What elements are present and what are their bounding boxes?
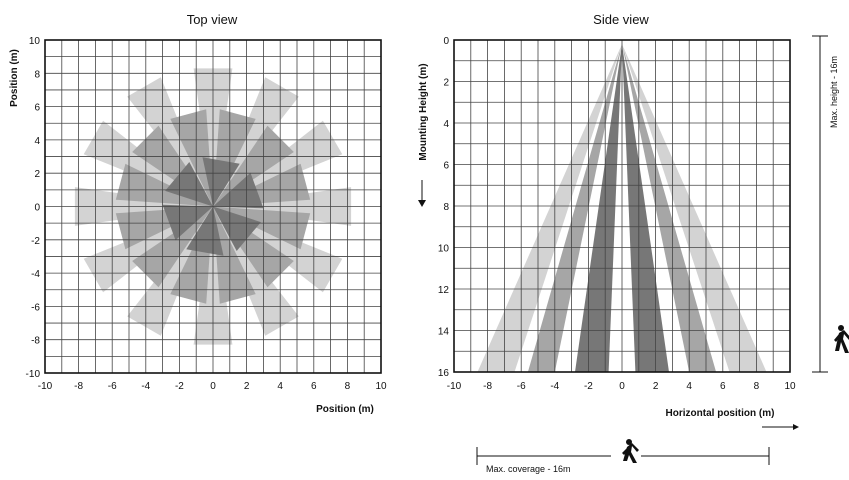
top-view-wedge-light: [127, 206, 213, 336]
top-view-y-tick: -8: [31, 336, 40, 347]
top-view-y-tick: -6: [31, 302, 40, 313]
side-view-beams: [477, 44, 767, 372]
top-view-x-tick: -8: [74, 381, 83, 392]
down-arrow-icon: [418, 180, 426, 207]
top-view-x-tick: -6: [108, 381, 117, 392]
side-view-beam-mid: [622, 44, 717, 372]
top-view-wedge-mid: [213, 206, 256, 304]
top-view-wedge-mid: [213, 125, 294, 207]
side-view-grid: [453, 39, 791, 373]
side-view-y-tick: 16: [438, 368, 450, 379]
top-view-y-axis-label: Position (m): [9, 49, 20, 107]
top-view-x-tick: 2: [244, 381, 250, 392]
top-view-y-tick: -4: [31, 269, 40, 280]
side-view-x-axis-label: Horizontal position (m): [666, 408, 775, 419]
top-view-y-tick: 0: [34, 203, 40, 214]
side-view-beam-dark: [622, 44, 669, 372]
side-view-beam-light: [622, 44, 767, 372]
top-view-x-tick: 8: [345, 381, 351, 392]
top-view-wedge-mid: [132, 206, 213, 288]
side-view-x-tick: -8: [483, 381, 492, 392]
top-view-y-tick: 4: [34, 136, 40, 147]
side-view-y-tick: 10: [438, 244, 450, 255]
side-view-y-tick: 14: [438, 327, 450, 338]
top-view-wedge-light: [213, 77, 299, 207]
side-view-x-ticks: -10 -8 -6 -4 -2 0 2 4 6 8 10: [447, 381, 796, 392]
top-view-wedge-mid: [170, 109, 213, 207]
top-view-x-tick: 10: [375, 381, 387, 392]
max-height-dimension: Max. height - 16m: [812, 35, 839, 373]
top-view-wedge-dark: [213, 172, 264, 209]
side-view-x-tick: -10: [447, 381, 462, 392]
top-view-wedge-dark: [186, 206, 224, 256]
walking-person-icon: [834, 325, 849, 353]
side-view-beam-light: [477, 44, 622, 372]
top-view-x-tick: 4: [277, 381, 283, 392]
max-coverage-dimension: Max. coverage - 16m: [476, 447, 770, 474]
right-arrow-icon: [762, 424, 799, 430]
max-coverage-label: Max. coverage - 16m: [486, 464, 571, 474]
side-view-x-tick: 6: [720, 381, 726, 392]
max-height-label: Max. height - 16m: [829, 56, 839, 128]
top-view-wedge-dark: [162, 204, 213, 241]
side-view-y-tick: 4: [443, 119, 449, 130]
top-view-y-tick: 2: [34, 169, 40, 180]
top-view-wedge-dark: [165, 162, 213, 207]
top-view-x-ticks: -10 -8 -6 -4 -2 0 2 4 6 8 10: [38, 381, 387, 392]
top-view-chart: Top view -10 -8 -6 -4 -2 0 2 4 6 8 10 1086420-2-4-…: [9, 12, 387, 415]
side-view-x-tick: -4: [550, 381, 559, 392]
top-view-wedge-dark: [213, 206, 261, 251]
top-view-y-tick: 6: [34, 103, 40, 114]
top-view-x-tick: 0: [210, 381, 216, 392]
side-view-x-tick: -6: [517, 381, 526, 392]
top-view-y-tick: 10: [29, 36, 41, 47]
top-view-wedge-dark: [202, 157, 240, 207]
side-view-beam-dark: [575, 44, 622, 372]
side-view-x-tick: -2: [584, 381, 593, 392]
top-view-y-tick: 8: [34, 69, 40, 80]
side-view-y-tick: 2: [443, 78, 449, 89]
side-view-y-ticks: 0 2 4 6 8 10 12 14 16: [438, 36, 450, 379]
side-view-chart: Side view -10 -8 -6 -4 -2 0 2 4 6 8 10 0 2 4 6 8 10 12 14…: [418, 12, 849, 474]
side-view-y-tick: 0: [443, 36, 449, 47]
side-view-beam-mid: [527, 44, 622, 372]
top-view-coverage-pattern: [74, 68, 352, 345]
side-view-y-tick: 6: [443, 161, 449, 172]
top-view-x-tick: -10: [38, 381, 53, 392]
top-view-grid: [44, 39, 382, 374]
side-view-title: Side view: [593, 12, 649, 27]
top-view-y-ticks: 10 8 6 4 2 0 -2 -4 -6 -8 -10: [26, 36, 41, 380]
top-view-y-tick: -10: [26, 369, 41, 380]
top-view-x-axis-label: Position (m): [316, 404, 374, 415]
top-view-x-tick: -4: [141, 381, 150, 392]
side-view-x-tick: 4: [686, 381, 692, 392]
top-view-y-tick: -2: [31, 236, 40, 247]
top-view-x-tick: 6: [311, 381, 317, 392]
side-view-y-axis-label: Mounting Height (m): [418, 63, 429, 160]
side-view-x-tick: 8: [754, 381, 760, 392]
side-view-x-tick: 2: [653, 381, 659, 392]
top-view-x-tick: -2: [175, 381, 184, 392]
walking-person-icon: [622, 439, 639, 463]
side-view-frame: [453, 39, 791, 373]
side-view-x-tick: 0: [619, 381, 625, 392]
top-view-title: Top view: [187, 12, 238, 27]
side-view-x-tick: 10: [784, 381, 796, 392]
side-view-y-tick: 12: [438, 285, 450, 296]
side-view-y-tick: 8: [443, 202, 449, 213]
top-view-frame: [44, 39, 382, 374]
